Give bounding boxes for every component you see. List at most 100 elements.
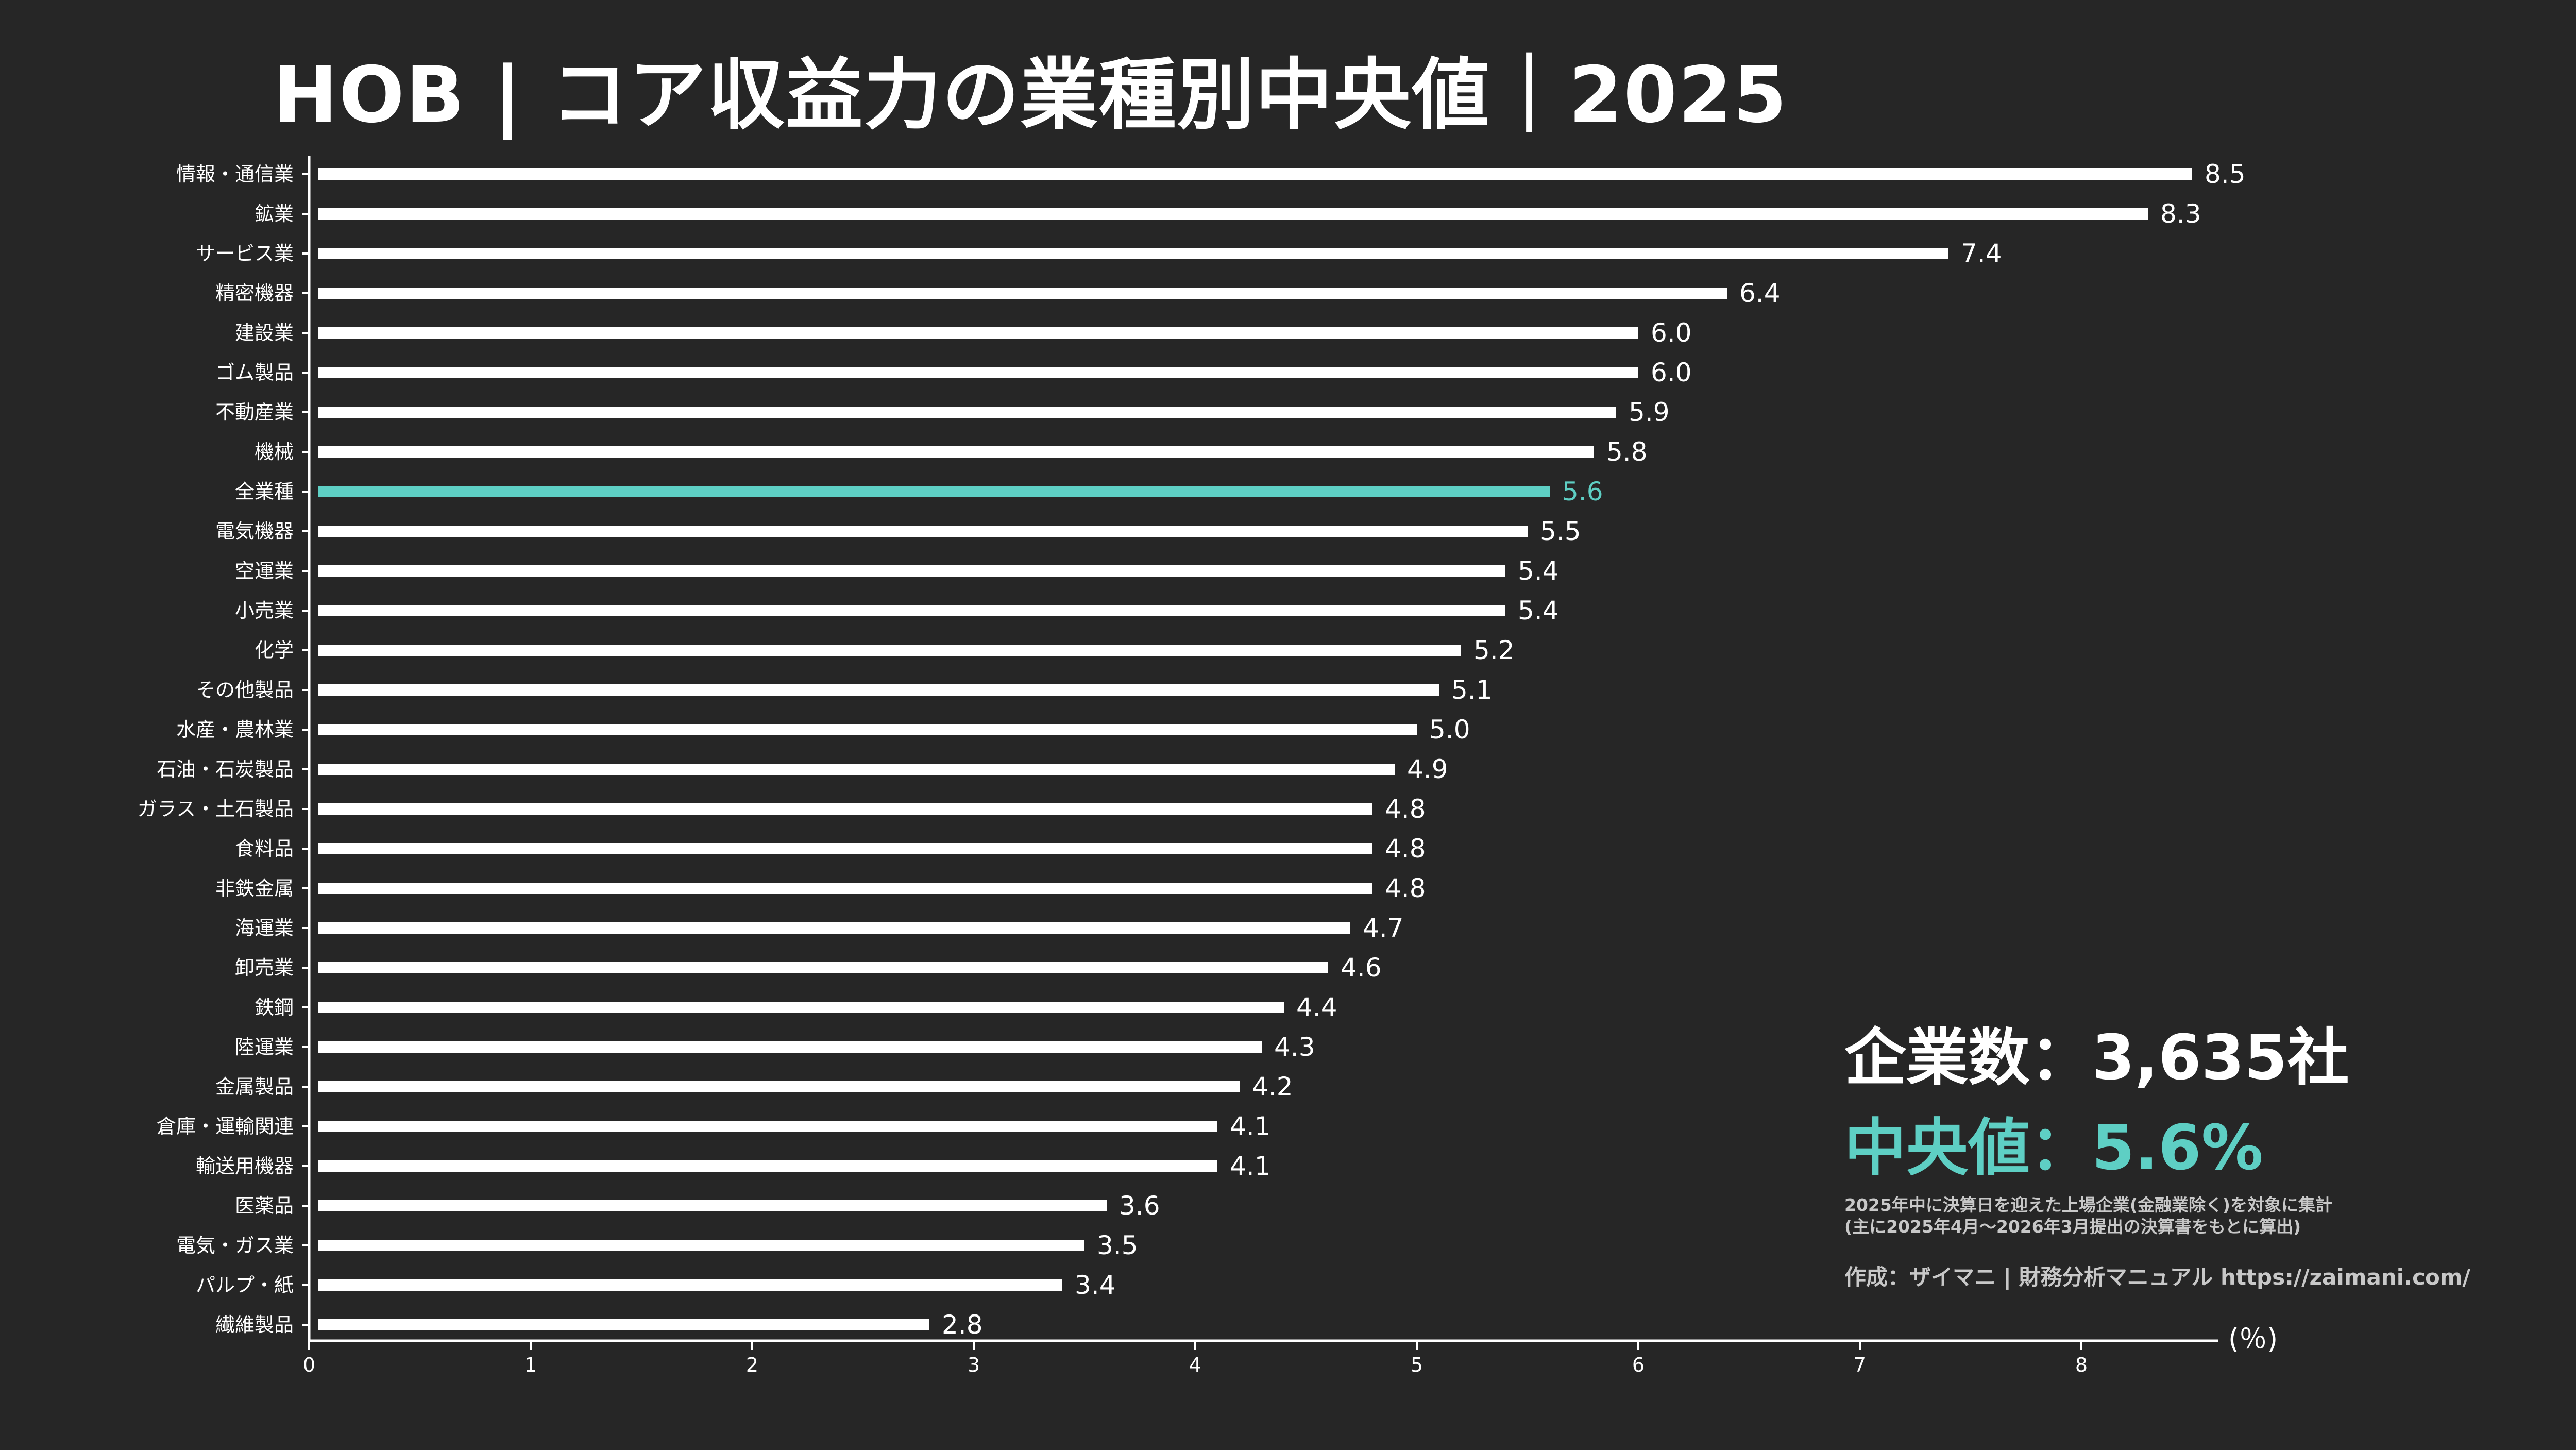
category-label: 精密機器 (215, 282, 294, 305)
value-label: 2.8 (942, 1310, 983, 1340)
bar (318, 407, 1616, 418)
x-tick-label: 6 (1632, 1354, 1645, 1376)
category-label: ゴム製品 (215, 361, 294, 384)
value-label: 5.1 (1451, 675, 1493, 705)
category-label: 輸送用機器 (196, 1155, 294, 1177)
bar (318, 1041, 1262, 1053)
category-label: 医薬品 (235, 1194, 294, 1217)
bar (318, 367, 1638, 378)
value-label: 4.2 (1252, 1072, 1293, 1102)
category-label: 食料品 (235, 837, 294, 860)
category-label: 非鉄金属 (215, 877, 294, 900)
bar (318, 803, 1372, 815)
bar (318, 1121, 1217, 1132)
bar (318, 168, 2192, 180)
category-label: 鉱業 (255, 203, 294, 225)
category-label: 卸売業 (235, 956, 294, 979)
bar (318, 1200, 1107, 1211)
bar (318, 1002, 1284, 1013)
value-label: 5.8 (1606, 437, 1648, 467)
bar (318, 526, 1528, 537)
x-tick-label: 1 (524, 1354, 537, 1376)
chart-title: HOB | コア収益力の業種別中央値｜2025 (273, 50, 1788, 140)
category-label: 全業種 (235, 480, 294, 503)
category-label: パルプ・紙 (196, 1274, 294, 1296)
category-label: 小売業 (235, 599, 294, 622)
category-label: 電気・ガス業 (176, 1234, 294, 1257)
category-label: 情報・通信業 (176, 163, 294, 186)
value-label: 8.5 (2205, 159, 2246, 189)
bar (318, 1160, 1217, 1172)
value-label: 5.6 (1562, 477, 1603, 507)
category-label: 空運業 (235, 560, 294, 582)
bar (318, 208, 2148, 220)
value-label: 4.3 (1274, 1032, 1315, 1062)
category-label: 繊維製品 (215, 1313, 294, 1336)
bar (318, 645, 1461, 656)
value-label: 6.0 (1651, 358, 1692, 387)
x-tick-label: 8 (2075, 1354, 2088, 1376)
bar (318, 843, 1372, 854)
category-label: 電気機器 (215, 520, 294, 543)
category-label: ガラス・土石製品 (138, 798, 294, 820)
value-label: 4.8 (1385, 834, 1426, 864)
value-label: 4.1 (1230, 1151, 1271, 1181)
value-label: 3.6 (1119, 1191, 1160, 1221)
category-label: 機械 (255, 441, 294, 463)
value-label: 5.5 (1540, 516, 1581, 546)
value-label: 4.1 (1230, 1111, 1271, 1141)
value-label: 3.4 (1075, 1270, 1116, 1300)
x-tick-label: 4 (1189, 1354, 1201, 1376)
category-label: 不動産業 (215, 401, 294, 424)
value-label: 4.9 (1407, 754, 1448, 784)
value-label: 6.0 (1651, 318, 1692, 348)
value-label: 4.7 (1363, 913, 1404, 943)
x-axis-unit: (％) (2228, 1323, 2278, 1355)
bar (318, 446, 1594, 458)
category-label: その他製品 (196, 679, 294, 701)
x-tick-label: 2 (746, 1354, 758, 1376)
credit-line: 作成：ザイマニ | 財務分析マニュアル https://zaimani.com/ (1844, 1264, 2470, 1290)
bar (318, 248, 1948, 259)
company-count: 企業数：3,635社 (1844, 1022, 2349, 1094)
note-line-1: 2025年中に決算日を迎えた上場企業(金融業除く)を対象に集計 (1844, 1195, 2333, 1215)
x-tick-label: 5 (1411, 1354, 1423, 1376)
value-label: 5.9 (1629, 397, 1670, 427)
bar (318, 605, 1505, 616)
note-line-2: (主に2025年4月～2026年3月提出の決算書をもとに算出) (1844, 1217, 2301, 1237)
value-label: 5.4 (1518, 596, 1559, 626)
category-label: サービス業 (196, 242, 294, 265)
value-label: 6.4 (1739, 278, 1781, 308)
bar (318, 684, 1439, 696)
value-label: 5.0 (1429, 715, 1470, 745)
bar (318, 288, 1727, 299)
value-label: 4.4 (1296, 992, 1337, 1022)
category-label: 石油・石炭製品 (157, 758, 294, 781)
value-label: 4.8 (1385, 794, 1426, 824)
bar (318, 486, 1550, 497)
bar (318, 1319, 929, 1330)
category-label: 陸運業 (235, 1036, 294, 1058)
bar (318, 1081, 1240, 1092)
category-label: 鉄鋼 (255, 996, 294, 1019)
category-label: 金属製品 (215, 1075, 294, 1098)
value-label: 3.5 (1097, 1230, 1138, 1260)
bar (318, 883, 1372, 894)
category-label: 水産・農林業 (176, 718, 294, 741)
bar (318, 962, 1328, 973)
bar (318, 724, 1417, 735)
value-label: 4.6 (1341, 953, 1382, 983)
bar (318, 327, 1638, 339)
category-label: 建設業 (235, 322, 294, 344)
bar (318, 1279, 1062, 1291)
bar (318, 565, 1505, 577)
category-label: 倉庫・運輸関連 (157, 1115, 294, 1138)
value-label: 7.4 (1961, 239, 2002, 268)
bar (318, 764, 1395, 775)
value-label: 8.3 (2160, 199, 2201, 229)
value-label: 5.2 (1473, 635, 1515, 665)
x-tick-label: 7 (1854, 1354, 1866, 1376)
category-label: 海運業 (235, 917, 294, 939)
x-tick-label: 3 (968, 1354, 980, 1376)
